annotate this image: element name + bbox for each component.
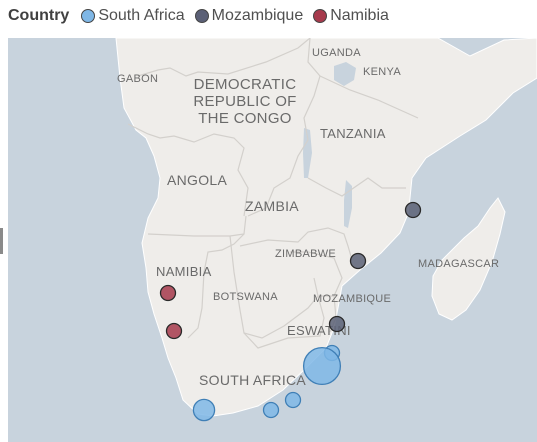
label-drc-line2: REPUBLIC OF: [193, 93, 296, 110]
bubble-south-africa-east-large[interactable]: [302, 346, 342, 386]
legend-item-namibia[interactable]: Namibia: [313, 7, 389, 25]
label-botswana: BOTSWANA: [213, 291, 278, 303]
map-legend: Country South Africa Mozambique Namibia: [8, 0, 393, 32]
lake-malawi: [344, 180, 352, 228]
bubble-south-africa-south-east[interactable]: [284, 391, 302, 409]
africa-landmass: [115, 38, 537, 417]
map-canvas[interactable]: UGANDA KENYA GABON DEMOCRATIC REPUBLIC O…: [8, 38, 537, 442]
bubble-namibia-north[interactable]: [159, 284, 177, 302]
bubble-mozambique-south[interactable]: [328, 315, 346, 333]
legend-label-mozambique: Mozambique: [211, 7, 304, 24]
bubble-layer: [159, 201, 422, 422]
legend-marker-south-africa: [81, 9, 96, 23]
resize-handle[interactable]: [0, 228, 3, 254]
lake-victoria: [334, 62, 356, 86]
country-labels: UGANDA KENYA GABON DEMOCRATIC REPUBLIC O…: [117, 47, 499, 388]
label-madagascar: MADAGASCAR: [418, 258, 499, 270]
label-uganda: UGANDA: [312, 47, 361, 59]
legend-marker-mozambique: [194, 9, 209, 23]
map-svg: UGANDA KENYA GABON DEMOCRATIC REPUBLIC O…: [8, 38, 537, 442]
legend-item-mozambique[interactable]: Mozambique: [194, 7, 304, 25]
legend-marker-namibia: [313, 9, 328, 23]
madagascar-landmass: [431, 197, 506, 321]
label-drc-line1: DEMOCRATIC: [194, 76, 297, 93]
lake-tanganyika: [303, 128, 312, 178]
bubble-mozambique-central[interactable]: [349, 252, 367, 270]
label-drc-line3: THE CONGO: [198, 110, 292, 127]
label-angola: ANGOLA: [167, 172, 228, 188]
label-kenya: KENYA: [363, 66, 401, 78]
bubble-mozambique-north[interactable]: [404, 201, 422, 219]
label-namibia: NAMIBIA: [156, 264, 212, 279]
label-tanzania: TANZANIA: [320, 126, 386, 141]
legend-label-namibia: Namibia: [330, 7, 389, 24]
label-mozambique: MOZAMBIQUE: [313, 293, 391, 305]
bubble-namibia-south[interactable]: [165, 322, 183, 340]
label-zambia: ZAMBIA: [245, 198, 299, 214]
label-south-africa: SOUTH AFRICA: [199, 372, 306, 388]
legend-item-south-africa[interactable]: South Africa: [81, 7, 185, 25]
legend-label-south-africa: South Africa: [98, 7, 185, 24]
label-gabon: GABON: [117, 73, 158, 85]
bubble-south-africa-south[interactable]: [262, 401, 280, 419]
bubble-south-africa-west[interactable]: [192, 398, 216, 422]
label-zimbabwe: ZIMBABWE: [275, 248, 336, 260]
legend-title: Country: [8, 7, 70, 24]
